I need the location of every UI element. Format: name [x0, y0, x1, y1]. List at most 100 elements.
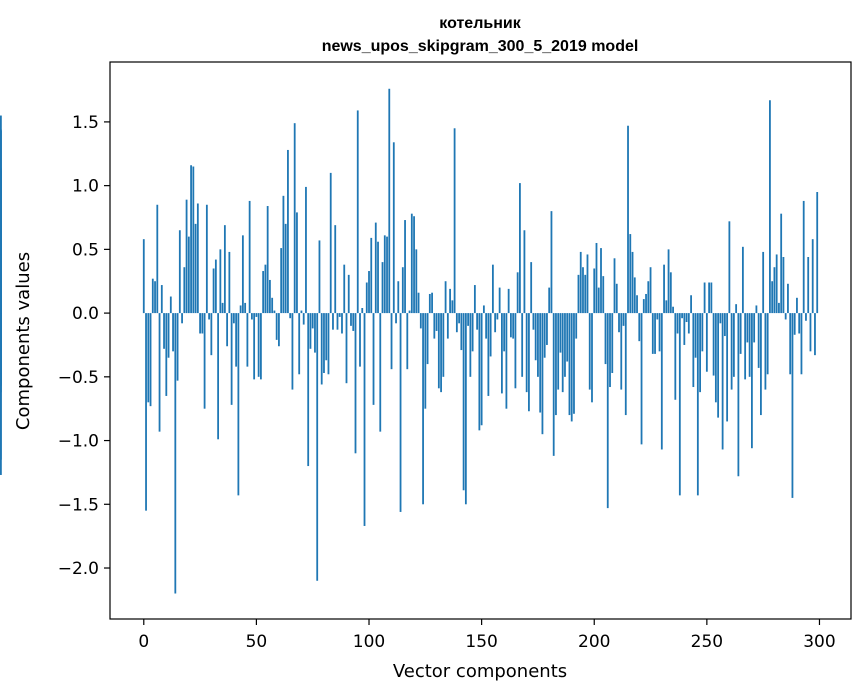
bar-component-127	[428, 293, 431, 314]
bar-component-281	[775, 254, 778, 314]
bar-component-254	[714, 313, 717, 403]
bar-component-194	[579, 251, 582, 314]
bar-component-213	[622, 313, 625, 326]
bar-component-67	[293, 123, 296, 314]
bar-component-153	[487, 313, 490, 396]
bar-component-128	[431, 292, 433, 314]
bar-component-288	[791, 313, 794, 498]
bar-component-120	[413, 216, 415, 314]
bar-component-43	[239, 305, 242, 314]
bar-component-80	[323, 313, 325, 374]
bar-component-115	[401, 267, 404, 314]
bar-component-287	[789, 313, 792, 375]
bar-component-98	[363, 313, 366, 526]
bar-component-187	[564, 313, 566, 377]
bar-component-2	[147, 313, 150, 403]
bar-component-33	[217, 313, 220, 440]
y-tick-label: 0.5	[72, 240, 99, 260]
bar-component-32	[214, 259, 217, 314]
bar-component-4	[151, 278, 154, 314]
bar-component-253	[712, 313, 715, 376]
bar-component-125	[424, 313, 427, 409]
x-axis-ticks: 0 50 100 150 200 250 300	[138, 619, 836, 652]
bar-component-51	[257, 313, 260, 377]
bar-component-136	[449, 288, 451, 314]
bar-component-96	[359, 313, 361, 367]
bar-component-134	[444, 281, 447, 314]
bar-component-228	[656, 313, 659, 320]
bar-component-171	[528, 313, 530, 412]
bar-component-46	[246, 313, 249, 367]
bar-component-289	[793, 313, 796, 335]
bar-component-3	[149, 313, 152, 407]
bar-component-176	[539, 313, 542, 413]
bar-component-155	[491, 264, 494, 314]
bar-component-205	[604, 313, 607, 365]
bar-component-93	[352, 313, 355, 331]
bar-component-21	[190, 165, 192, 314]
bar-component-222	[642, 299, 645, 314]
bar-component-15	[176, 313, 179, 381]
bar-component-69	[298, 313, 301, 375]
x-axis-label: Vector components	[393, 661, 567, 682]
bar-component-203	[600, 248, 602, 314]
bar-component-92	[350, 313, 352, 326]
x-tick-label: 150	[465, 632, 497, 652]
bar-component-14	[174, 313, 177, 594]
bar-component-24	[196, 203, 199, 314]
bar-component-106	[381, 262, 384, 314]
bar-component-162	[507, 288, 510, 314]
bar-component-116	[404, 220, 406, 314]
bar-component-76	[314, 313, 316, 353]
bar-component-48	[250, 313, 253, 320]
bar-component-283	[780, 213, 783, 314]
bar-component-193	[577, 274, 580, 314]
bar-component-280	[773, 267, 776, 314]
bar-component-190	[570, 313, 573, 422]
bar-component-83	[329, 172, 332, 314]
bar-component-165	[514, 313, 517, 389]
bar-component-292	[800, 313, 803, 375]
bar-component-37	[226, 313, 229, 347]
bar-component-182	[552, 313, 555, 456]
bar-component-9	[163, 313, 165, 349]
bar-component-255	[717, 313, 720, 418]
bar-component-212	[620, 313, 623, 390]
bar-component-124	[422, 313, 424, 505]
y-tick-label: −1.5	[58, 495, 99, 515]
x-tick-label: 0	[138, 632, 149, 652]
bar-component-78	[318, 240, 321, 314]
bar-component-160	[503, 313, 506, 352]
bar-component-70	[300, 310, 303, 314]
bar-component-102	[372, 313, 375, 405]
bar-component-185	[559, 313, 562, 353]
bar-component-28	[205, 204, 208, 314]
bar-component-63	[284, 223, 287, 314]
bar-component-126	[426, 313, 429, 365]
bar-component-270	[751, 313, 753, 449]
bar-component-180	[548, 287, 551, 314]
bar-component-184	[557, 313, 560, 390]
bar-component-145	[469, 313, 472, 377]
bar-component-147	[473, 285, 476, 314]
bar-component-86	[336, 313, 339, 330]
bar-component-123	[419, 313, 422, 329]
bar-component-207	[609, 313, 611, 388]
bar-component-157	[496, 313, 499, 320]
bar-component-186	[561, 313, 564, 393]
bar-component-266	[741, 246, 744, 314]
bar-component-200	[593, 268, 596, 314]
bar-component-170	[525, 313, 528, 393]
bar-component-244	[692, 313, 695, 388]
bar-component-245	[694, 313, 697, 358]
bar-component-257	[721, 313, 724, 450]
bar-component-237	[676, 313, 679, 334]
bar-component-84	[332, 313, 334, 330]
bar-component-175	[537, 313, 539, 377]
y-tick-label: 0.0	[72, 304, 99, 324]
bar-component-148	[476, 313, 479, 330]
bar-component-196	[584, 274, 587, 314]
bar-component-53	[262, 271, 265, 314]
y-tick-label: 1.0	[72, 177, 99, 197]
bar-component-17	[181, 313, 183, 324]
